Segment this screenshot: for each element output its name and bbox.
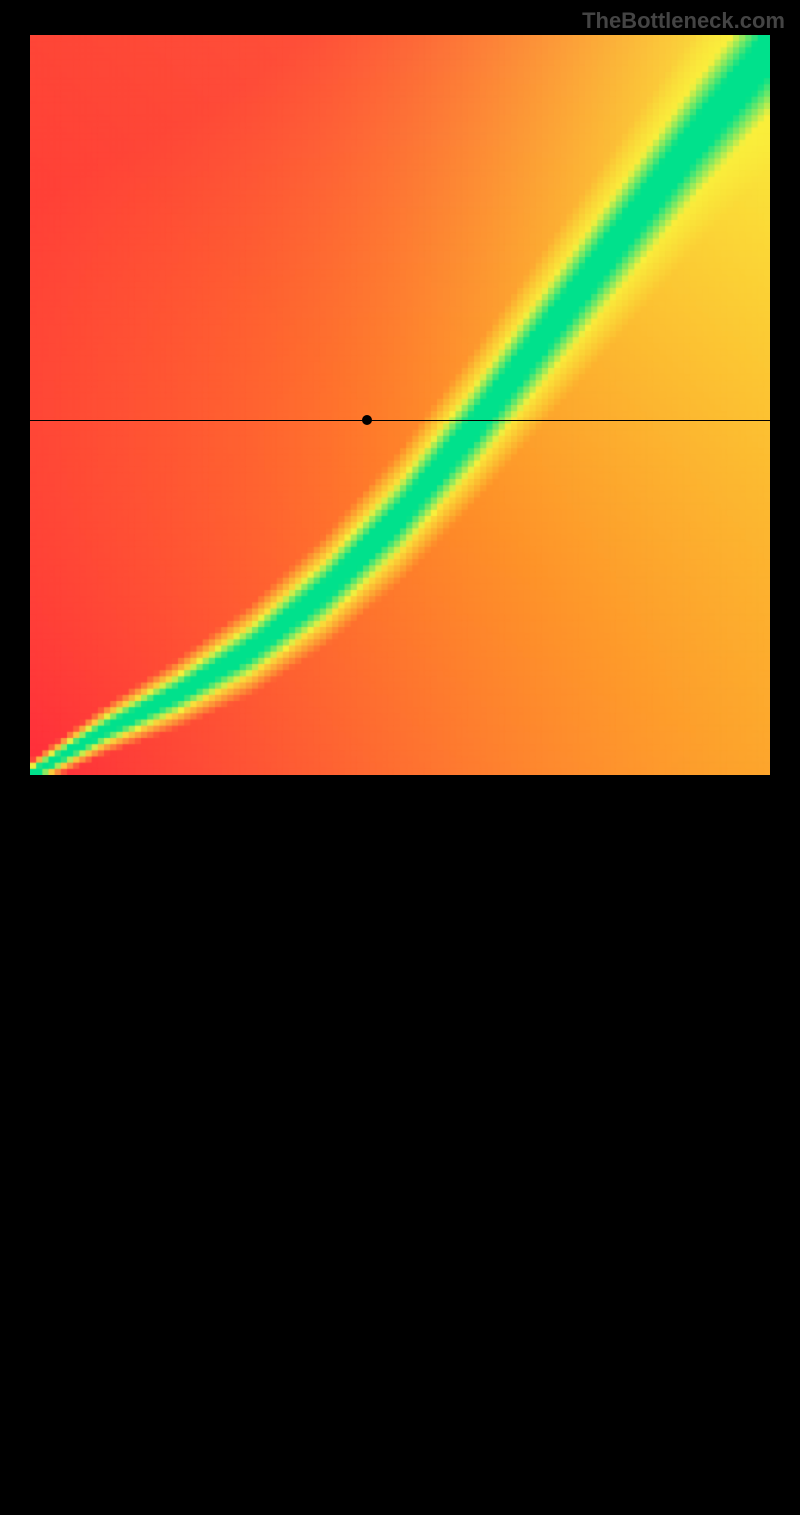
crosshair-marker (362, 415, 372, 425)
crosshair-horizontal (30, 420, 770, 421)
crosshair-vertical (367, 775, 368, 1515)
watermark-text: TheBottleneck.com (582, 8, 785, 34)
heatmap-canvas (30, 35, 770, 775)
heatmap-plot (30, 35, 770, 775)
